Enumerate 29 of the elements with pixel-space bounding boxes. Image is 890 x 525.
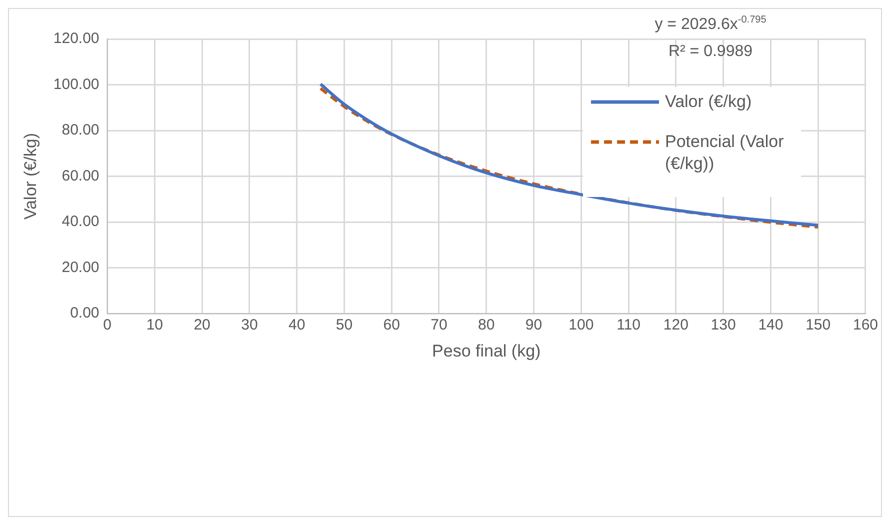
x-tick-label: 10 [146,316,164,334]
x-tick-label: 30 [241,316,258,334]
y-tick-label: 40.00 [62,213,100,230]
y-tick-label: 100.00 [53,76,100,93]
x-tick-label: 40 [288,316,306,334]
x-tick-label: 120 [663,316,688,334]
x-tick-label: 60 [383,316,400,334]
annotation: R² = 0.9989 [668,43,753,60]
y-tick-label: 60.00 [62,167,100,184]
legend-label: Potencial (Valor (€/kg)) [665,131,785,175]
x-tick-label: 160 [852,316,878,334]
x-tick-label: 50 [336,316,353,334]
y-tick-label: 80.00 [62,122,100,139]
x-axis-title: Peso final (kg) [432,341,541,360]
x-tick-label: 100 [568,316,594,334]
x-tick-label: 140 [758,316,784,334]
y-axis-title: Valor (€/kg) [20,132,40,220]
y-tick-label: 0.00 [70,304,100,322]
x-tick-label: 80 [478,316,495,334]
x-tick-label: 20 [194,316,210,334]
x-tick-label: 130 [710,316,736,334]
x-tick-label: 0 [103,316,112,334]
x-tick-label: 150 [806,316,831,334]
x-tick-label: 70 [430,316,448,334]
legend-label: Valor (€/kg) [665,91,753,113]
y-tick-label: 120.00 [53,30,100,48]
y-tick-label: 20.00 [62,258,100,276]
x-tick-label: 110 [616,316,641,334]
x-tick-label: 90 [525,316,542,334]
